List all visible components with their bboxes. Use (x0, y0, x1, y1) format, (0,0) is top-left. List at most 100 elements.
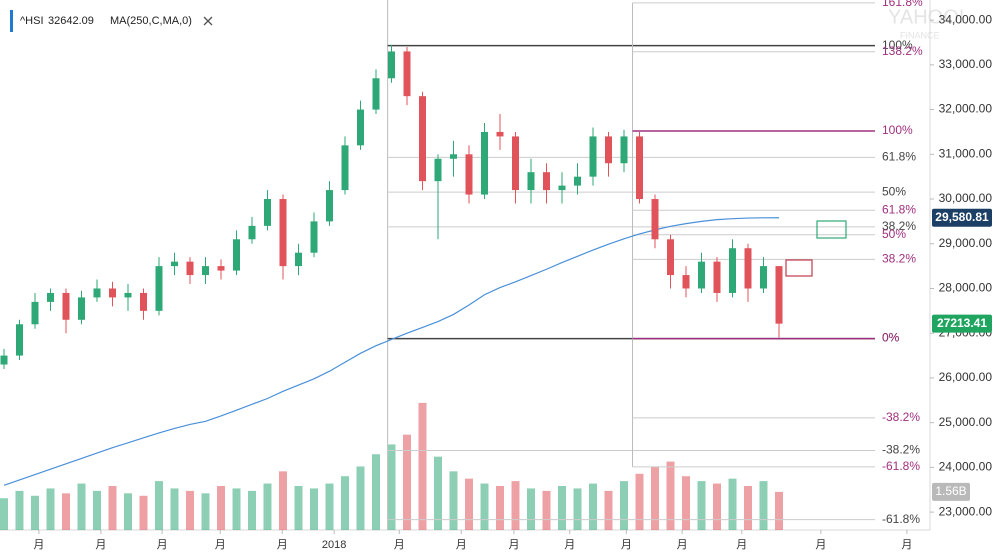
candle-body (744, 248, 752, 289)
candle-body (140, 292, 147, 311)
candle-body (512, 136, 519, 191)
candle-body (31, 301, 39, 325)
candle-body (419, 96, 426, 182)
candle-body (496, 131, 504, 137)
volume-bar (139, 495, 148, 530)
volume-bar (682, 476, 690, 530)
candle-body (620, 136, 628, 164)
candle-body (481, 131, 488, 195)
x-tick-label: 2018 (322, 539, 346, 551)
volume-bar (46, 488, 55, 530)
y-tick-label: 28,000.00 (939, 281, 993, 295)
plot: 100%61.8%50%38.2%0%-38.2%-61.8%161.8%138… (0, 0, 923, 530)
remove-indicator[interactable] (203, 16, 213, 26)
x-tick-label: 月 (564, 539, 575, 551)
candle-body (279, 199, 287, 267)
y-tick-label: 31,000.00 (939, 146, 993, 160)
x-tick-label: 月 (95, 539, 106, 551)
candle-body (465, 154, 473, 195)
candle-body (186, 261, 194, 276)
volume-bar (403, 434, 411, 530)
y-tick-label: 24,000.00 (939, 460, 993, 474)
candle-body (527, 172, 535, 191)
fibonacci-layer: 100%61.8%50%38.2%0%-38.2%-61.8%161.8%138… (387, 0, 923, 530)
annotation-box[interactable] (785, 259, 813, 277)
x-tick-label: 月 (277, 539, 288, 551)
last-price: 27213.41 (937, 316, 987, 330)
fib-label: 0% (882, 331, 900, 345)
candle-body (202, 266, 209, 276)
y-tick-label: 34,000.00 (939, 12, 993, 26)
candle-body (388, 51, 395, 79)
volume-bar (635, 473, 644, 530)
indicator-name[interactable]: MA(250,C,MA,0) (110, 15, 192, 27)
volume-bar (449, 471, 458, 530)
x-tick-label: 月 (815, 539, 826, 551)
candle-body (760, 266, 767, 289)
volume-bar (744, 486, 752, 530)
fib-label: 100% (882, 38, 913, 52)
candle-body (605, 136, 612, 164)
volume-bar (356, 466, 365, 530)
y-tick-label: 32,000.00 (939, 102, 993, 116)
volume-bar (728, 478, 737, 530)
volume-bar (480, 483, 489, 530)
fib-label: 100% (882, 123, 913, 137)
volume-bar (387, 444, 396, 530)
candle-body (636, 136, 643, 200)
annotation-box[interactable] (816, 220, 847, 239)
fib-label: 38.2% (882, 251, 916, 265)
symbol[interactable]: ^HSI (20, 15, 44, 27)
volume-bar (77, 483, 86, 530)
candle-body (403, 51, 411, 97)
volume-bar (418, 402, 427, 530)
x-tick-label: 月 (456, 539, 467, 551)
x-tick-label: 月 (508, 539, 519, 551)
volume-bar (651, 466, 659, 530)
fib-label: -38.2% (882, 410, 920, 424)
candle-body (78, 297, 85, 320)
fib-label: -61.8% (882, 459, 920, 473)
volume-bar (775, 491, 783, 530)
volume-bar (759, 481, 768, 530)
y-tick-label: 23,000.00 (939, 504, 993, 518)
volume-bar (124, 493, 132, 530)
volume-bar (341, 476, 349, 530)
x-tick-label: 月 (736, 539, 747, 551)
volume-bar (232, 488, 241, 530)
volume-bar (294, 486, 303, 530)
candles (0, 44, 783, 369)
volume-bar (620, 481, 628, 530)
candle-body (109, 288, 116, 298)
symbol-marker (10, 10, 13, 32)
fib-label: 38.2% (882, 219, 916, 233)
volume-bar (263, 483, 272, 530)
ma-last: 29,580.81 (935, 210, 989, 224)
x-tick-label: 月 (901, 539, 912, 551)
fib-label: 50% (882, 227, 906, 241)
fib-label: 61.8% (882, 202, 916, 216)
candle-body (558, 185, 566, 191)
y-tick-label: 30,000.00 (939, 191, 993, 205)
fib-label: 0% (882, 331, 900, 345)
fib-label: 61.8% (882, 150, 916, 164)
volume-bar (372, 454, 380, 530)
candle-body (295, 252, 302, 267)
candle-body (574, 176, 581, 186)
fib-label: 138.2% (882, 44, 923, 58)
volume-last: 1.56B (935, 484, 966, 498)
candle-body (124, 292, 132, 298)
candle-body (93, 288, 101, 298)
x-tick-label: 月 (394, 539, 405, 551)
fib-label: 50% (882, 184, 906, 198)
candle-body (543, 172, 550, 191)
x-tick-label: 月 (621, 539, 632, 551)
fib-label: -61.8% (882, 512, 920, 526)
volume-bar (589, 483, 597, 530)
candle-body (248, 225, 256, 240)
candle-body (434, 158, 442, 182)
volume-bar (186, 490, 194, 530)
candle-body (372, 78, 380, 110)
candle-body (310, 221, 318, 253)
